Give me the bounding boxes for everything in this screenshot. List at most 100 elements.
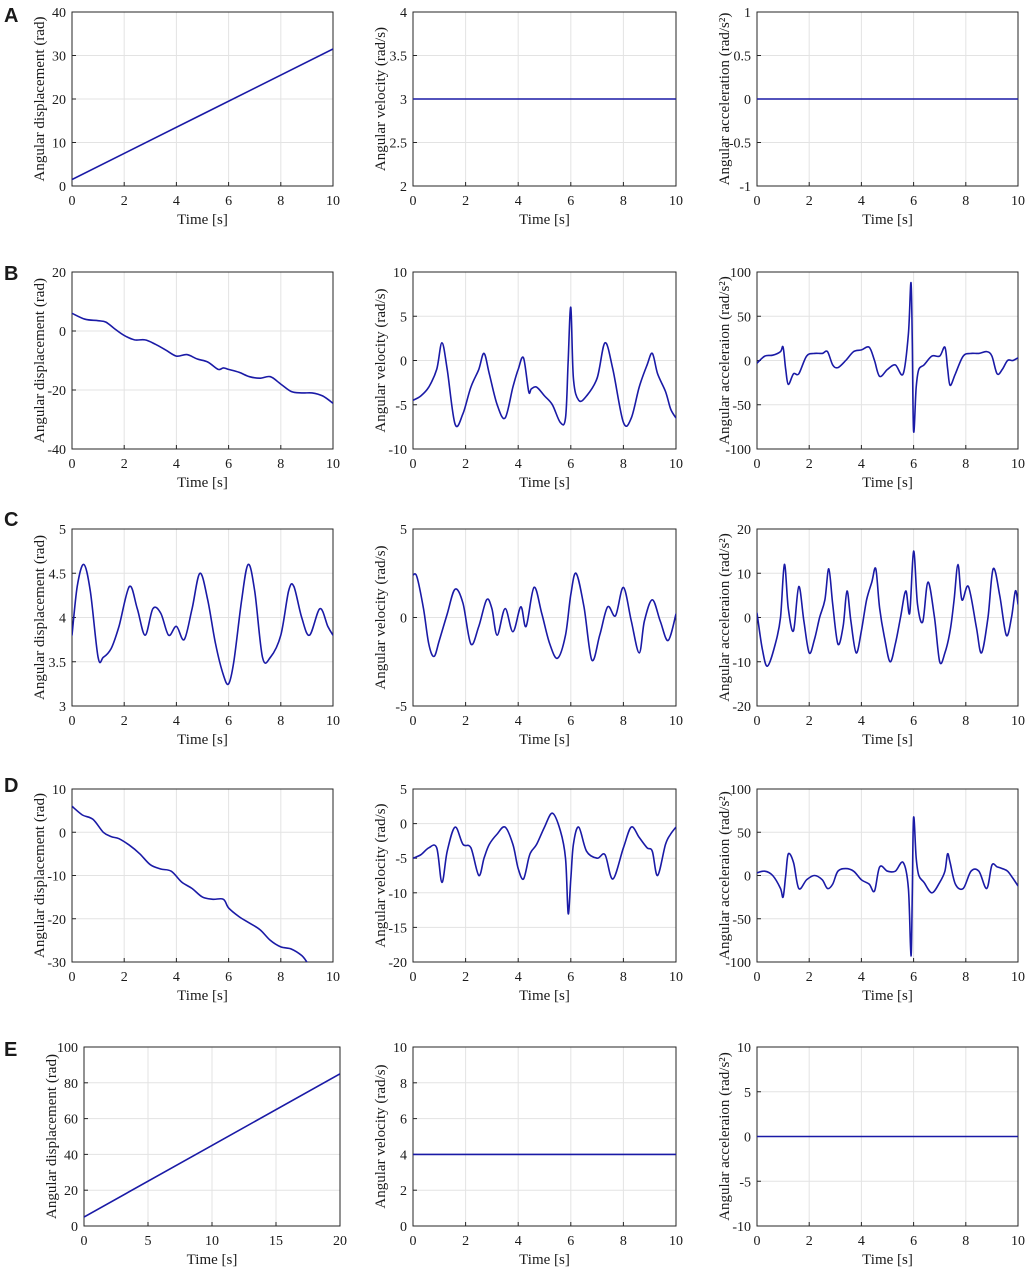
panel-label-b: B — [4, 263, 18, 285]
panel-label-c: C — [4, 509, 18, 531]
x-tick-label: 0 — [69, 970, 76, 985]
y-tick-label: 0 — [59, 325, 66, 340]
x-axis-label: Time [s] — [187, 1252, 238, 1268]
y-tick-label: 50 — [737, 826, 751, 841]
y-axis-label: Angular velocity (rad/s) — [373, 1064, 389, 1208]
y-tick-label: 5 — [400, 523, 407, 538]
x-tick-label: 15 — [269, 1234, 283, 1249]
y-tick-label: 10 — [737, 1041, 751, 1056]
y-tick-label: 60 — [64, 1113, 78, 1128]
x-tick-label: 0 — [754, 714, 761, 729]
x-tick-label: 2 — [462, 970, 469, 985]
y-axis-label: Angular acceleraion (rad/s²) — [717, 276, 733, 445]
y-axis-label: Angular velocity (rad/s) — [373, 545, 389, 689]
x-tick-label: 0 — [410, 194, 417, 209]
x-tick-label: 2 — [121, 457, 128, 472]
y-tick-label: 20 — [52, 266, 66, 281]
x-tick-label: 8 — [277, 457, 284, 472]
plot-b-3: 0 2 4 6 8 10 -100 -50 0 50 100 Time [s] Angular acce… — [717, 266, 1025, 491]
y-tick-label: -20 — [47, 384, 66, 399]
x-tick-label: 6 — [225, 457, 232, 472]
y-tick-label: 5 — [744, 1086, 751, 1101]
x-tick-label: 0 — [410, 714, 417, 729]
y-tick-label: -5 — [395, 399, 407, 414]
x-tick-label: 8 — [620, 970, 627, 985]
y-tick-label: 0 — [400, 1220, 407, 1235]
y-axis-label: Angular acceleraion (rad/s²) — [717, 1052, 733, 1221]
y-tick-label: 0 — [744, 1131, 751, 1146]
x-tick-label: 2 — [121, 194, 128, 209]
x-tick-label: 4 — [858, 194, 865, 209]
x-tick-label: 10 — [326, 970, 340, 985]
y-tick-label: -5 — [739, 1175, 751, 1190]
x-tick-label: 8 — [962, 970, 969, 985]
x-tick-label: 4 — [858, 970, 865, 985]
x-tick-label: 10 — [1011, 1234, 1025, 1249]
x-tick-label: 10 — [669, 714, 683, 729]
x-tick-label: 10 — [669, 194, 683, 209]
x-tick-label: 0 — [69, 457, 76, 472]
y-axis-label: Angular velocity (rad/s) — [373, 288, 389, 432]
y-tick-label: 80 — [64, 1077, 78, 1092]
x-tick-label: 4 — [858, 457, 865, 472]
y-tick-label: 10 — [393, 1041, 407, 1056]
x-tick-label: 4 — [858, 714, 865, 729]
grid — [756, 528, 1019, 707]
x-tick-label: 10 — [1011, 714, 1025, 729]
y-axis-label: Angular displacement (rad) — [44, 1054, 60, 1219]
y-tick-label: -10 — [388, 887, 407, 902]
x-tick-label: 8 — [620, 714, 627, 729]
plot-c-1: 0 2 4 6 8 10 3 3.5 4 4.5 5 Time [s] Angular displace… — [32, 523, 340, 748]
grid — [412, 788, 677, 963]
x-tick-label: 4 — [173, 194, 180, 209]
x-tick-label: 6 — [567, 714, 574, 729]
y-axis-label: Angular velocity (rad/s) — [373, 27, 389, 171]
x-tick-label: 4 — [858, 1234, 865, 1249]
y-tick-label: -15 — [388, 921, 407, 936]
x-tick-label: 4 — [515, 457, 522, 472]
y-tick-label: 40 — [52, 6, 66, 21]
grid — [71, 788, 334, 963]
y-tick-label: 10 — [393, 266, 407, 281]
x-tick-label: 6 — [567, 194, 574, 209]
y-tick-label: 0 — [59, 180, 66, 195]
series-line — [72, 48, 333, 181]
grid — [412, 271, 677, 450]
x-tick-label: 6 — [225, 194, 232, 209]
x-tick-label: 6 — [910, 194, 917, 209]
y-tick-label: 4 — [400, 6, 407, 21]
x-axis-label: Time [s] — [862, 212, 913, 228]
x-tick-label: 8 — [277, 194, 284, 209]
x-axis-label: Time [s] — [862, 732, 913, 748]
x-tick-label: 6 — [910, 970, 917, 985]
x-tick-label: 2 — [121, 714, 128, 729]
x-tick-label: 8 — [962, 194, 969, 209]
y-tick-label: 0 — [744, 93, 751, 108]
y-axis-label: Angular displacement (rad) — [32, 278, 48, 443]
y-axis-label: Angular acceleraion (rad/s²) — [717, 791, 733, 960]
y-tick-label: -100 — [725, 443, 751, 458]
x-tick-label: 5 — [145, 1234, 152, 1249]
x-tick-label: 4 — [515, 1234, 522, 1249]
x-tick-label: 2 — [806, 970, 813, 985]
grid — [412, 1046, 677, 1227]
y-axis-label: Angular velocity (rad/s) — [373, 803, 389, 947]
x-tick-label: 6 — [567, 970, 574, 985]
x-tick-label: 4 — [515, 714, 522, 729]
x-tick-label: 6 — [910, 1234, 917, 1249]
y-tick-label: -10 — [388, 443, 407, 458]
y-tick-label: -10 — [47, 870, 66, 885]
x-tick-label: 10 — [1011, 970, 1025, 985]
x-tick-label: 10 — [326, 714, 340, 729]
plot-d-2: 0 2 4 6 8 10 -20 -15 -10 -5 0 5 Time [s] Angular velo… — [373, 783, 683, 1004]
y-tick-label: 30 — [52, 50, 66, 65]
y-tick-label: -40 — [47, 443, 66, 458]
y-tick-label: 0 — [400, 818, 407, 833]
y-tick-label: 0 — [744, 870, 751, 885]
y-tick-label: -30 — [47, 956, 66, 971]
x-tick-label: 4 — [515, 970, 522, 985]
plot-a-3: 0 2 4 6 8 10 -1 -0.5 0 0.5 1 Time [s] Angular accele… — [717, 6, 1025, 228]
series-line — [757, 281, 1018, 433]
x-tick-label: 10 — [669, 970, 683, 985]
x-tick-label: 10 — [205, 1234, 219, 1249]
